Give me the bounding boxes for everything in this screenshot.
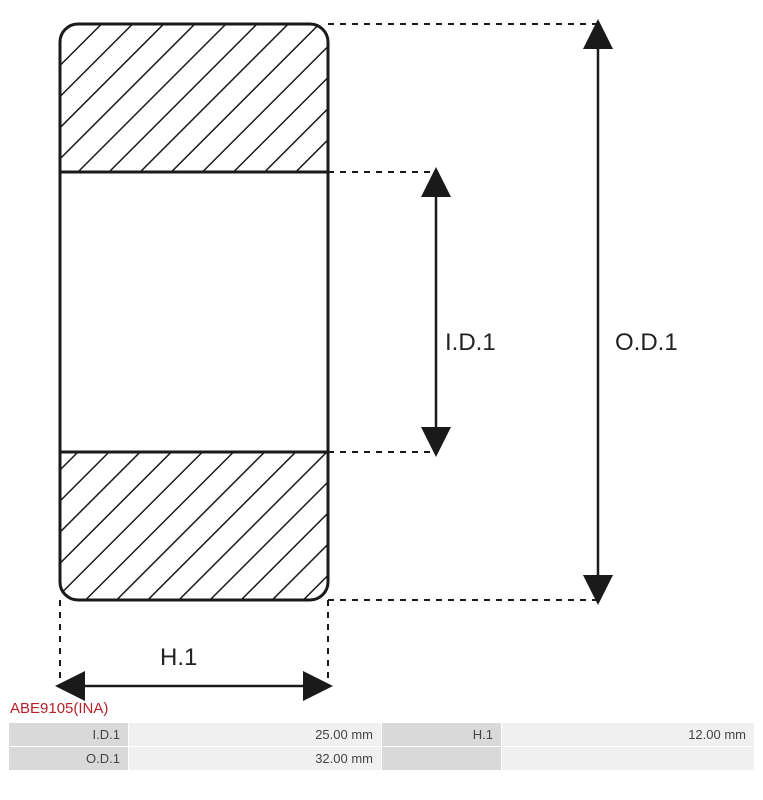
table-row: O.D.1 32.00 mm (9, 747, 755, 771)
spec-key-od1: O.D.1 (9, 747, 129, 771)
spec-val-empty (502, 747, 755, 771)
spec-table: I.D.1 25.00 mm H.1 12.00 mm O.D.1 32.00 … (8, 722, 755, 771)
spec-key-h1: H.1 (382, 723, 502, 747)
diagram-area: O.D.1 I.D.1 H.1 (0, 0, 763, 720)
hatched-sections (60, 24, 328, 600)
cross-section-svg: O.D.1 I.D.1 H.1 (0, 0, 763, 720)
spec-key-empty (382, 747, 502, 771)
spec-val-id1: 25.00 mm (129, 723, 382, 747)
dim-label-od1: O.D.1 (615, 329, 678, 356)
spec-val-od1: 32.00 mm (129, 747, 382, 771)
dim-label-id1: I.D.1 (445, 329, 496, 356)
spec-val-h1: 12.00 mm (502, 723, 755, 747)
spec-key-id1: I.D.1 (9, 723, 129, 747)
table-row: I.D.1 25.00 mm H.1 12.00 mm (9, 723, 755, 747)
dim-label-h1: H.1 (160, 644, 197, 671)
part-number-label: ABE9105(INA) (10, 700, 108, 717)
